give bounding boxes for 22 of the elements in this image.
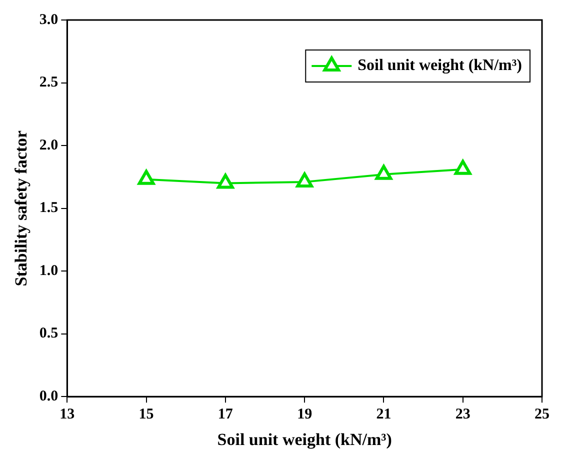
x-tick-label: 23 bbox=[455, 406, 470, 422]
point bbox=[375, 164, 392, 180]
y-tick-label: 2.0 bbox=[39, 137, 58, 154]
point bbox=[217, 174, 234, 189]
y-tick-label: 0.0 bbox=[39, 388, 58, 404]
point bbox=[138, 170, 155, 185]
point bbox=[296, 172, 314, 188]
x-tick-label: 19 bbox=[297, 406, 312, 422]
x-tick-label: 21 bbox=[376, 406, 392, 422]
y-tick-label: 1.0 bbox=[39, 262, 58, 279]
x-tick-label: 25 bbox=[534, 406, 550, 422]
y-tick-label: 3.0 bbox=[39, 12, 58, 28]
point bbox=[454, 160, 472, 175]
legend-label: Soil unit weight (kN/m³) bbox=[358, 57, 522, 74]
y-tick-label: 0.5 bbox=[39, 326, 58, 342]
y-tick-label: 1.5 bbox=[39, 200, 58, 216]
x-axis-title: Soil unit weight (kN/m³) bbox=[217, 430, 392, 450]
x-tick-label: 15 bbox=[138, 406, 154, 422]
y-axis-title: Stability safety factor bbox=[12, 130, 31, 286]
x-tick-label: 17 bbox=[218, 406, 234, 422]
y-tick-label: 2.5 bbox=[39, 74, 58, 91]
x-tick-label: 13 bbox=[60, 406, 75, 422]
